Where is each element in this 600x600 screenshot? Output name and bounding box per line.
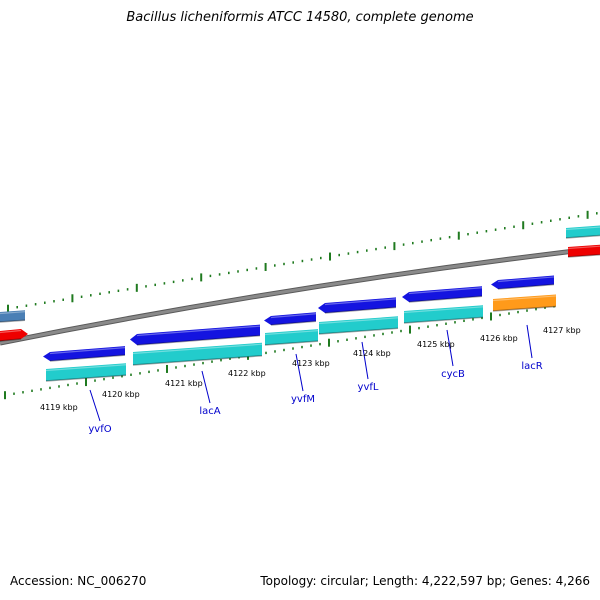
- gene-arrow-cycb-fwd-edge: [408, 295, 483, 303]
- gene-arrow-right-red: [567, 244, 600, 258]
- gene-arrow-left-red: [0, 328, 28, 342]
- gene-arrow-yvfm-fwd-edge: [270, 320, 317, 326]
- gene-arrow-yvfm-rev: [264, 329, 319, 346]
- gene-arrow-yvfl-rev: [318, 316, 399, 335]
- gene-arrow-right-red-body: [568, 244, 600, 257]
- gene-arrow-right-cyan: [565, 225, 600, 239]
- gene-arrow-yvfo-rev-highlight: [45, 364, 127, 372]
- gene-arrow-lacr-orange: [492, 294, 557, 312]
- scale-labels: 4119 kbp 4120 kbp 4121 kbp 4122 kbp 4123 kbp…: [40, 326, 581, 412]
- gene-arrow-cycb-rev-highlight: [403, 306, 484, 314]
- gene-leader-line-0: [89, 389, 101, 422]
- gene-arrow-laca-fwd-highlight: [136, 325, 261, 337]
- scale-label-2: 4121 kbp: [165, 379, 203, 388]
- gene-arrow-yvfm-rev-body: [265, 329, 318, 345]
- gene-arrow-laca-fwd-body: [130, 324, 260, 345]
- gene-arrow-yvfl-fwd-body: [318, 297, 396, 313]
- gene-arrow-left-steel-edge: [0, 319, 26, 323]
- gene-arrow-left-steel-highlight: [0, 311, 26, 315]
- gene-arrow-yvfl-fwd: [318, 297, 397, 314]
- scale-label-8: 4127 kbp: [543, 326, 581, 335]
- gene-arrow-yvfo-rev: [45, 363, 127, 382]
- genome-stats-text: Topology: circular; Length: 4,222,597 bp…: [260, 574, 590, 588]
- gene-arrow-yvfm-fwd: [264, 312, 317, 326]
- gene-arrow-cycb-rev-edge: [403, 316, 484, 324]
- gene-arrow-cycb-rev: [403, 305, 484, 324]
- gene-label-1: lacA: [199, 406, 220, 417]
- gene-labels: yvfO lacA yvfM yvfL cycB lacR: [88, 324, 543, 435]
- gene-arrow-yvfm-rev-highlight: [264, 330, 319, 336]
- gene-label-3: yvfL: [358, 382, 379, 393]
- gene-arrow-right-cyan-edge: [565, 234, 600, 239]
- gene-arrow-left-red-body: [0, 328, 28, 341]
- map-title: Bacillus licheniformis ATCC 14580, compl…: [126, 10, 474, 25]
- scale-label-4: 4123 kbp: [292, 359, 330, 368]
- gene-leader-line-3: [361, 341, 369, 380]
- gene-arrow-yvfo-rev-edge: [45, 374, 127, 382]
- gene-arrow-lacr-orange-body: [493, 294, 556, 311]
- gene-label-2: yvfM: [291, 394, 315, 405]
- gene-arrow-yvfo-fwd-body: [43, 346, 125, 361]
- gene-arrow-cycb-fwd-body: [402, 286, 482, 302]
- gene-leader-line-5: [526, 324, 533, 359]
- gene-arrow-left-steel: [0, 310, 26, 323]
- gene-arrow-left-red-edge: [0, 338, 22, 342]
- accession-text: Accession: NC_006270: [10, 574, 147, 588]
- gene-arrow-lacr-fwd-edge: [497, 283, 555, 290]
- gene-arrow-yvfo-rev-body: [46, 363, 126, 381]
- gene-arrow-left-steel-body: [0, 310, 25, 322]
- gene-arrow-yvfo-fwd-highlight: [49, 346, 126, 355]
- genome-backbone: [0, 245, 600, 346]
- gene-arrow-right-red-highlight: [567, 245, 600, 250]
- gene-arrow-right-cyan-body: [566, 225, 600, 238]
- gene-arrow-laca-rev-edge: [132, 354, 263, 366]
- gene-arrow-cycb-fwd: [402, 286, 483, 303]
- gene-arrow-yvfl-rev-body: [319, 316, 398, 334]
- gene-arrow-laca-fwd: [130, 324, 261, 346]
- gene-arrow-yvfl-rev-highlight: [318, 317, 399, 325]
- gene-arrow-yvfl-fwd-edge: [324, 306, 397, 314]
- backbone-line: [0, 246, 600, 345]
- gene-arrow-yvfm-fwd-highlight: [270, 313, 317, 319]
- gene-arrow-laca-rev-body: [133, 342, 262, 365]
- scale-label-6: 4125 kbp: [417, 340, 455, 349]
- gene-leader-line-2: [295, 353, 304, 392]
- gene-label-5: lacR: [521, 361, 542, 372]
- gene-arrow-yvfo-fwd: [43, 346, 126, 362]
- gene-arrow-yvfm-fwd-body: [264, 312, 316, 325]
- scale-label-1: 4120 kbp: [102, 390, 140, 399]
- gene-arrow-yvfo-fwd-edge: [49, 354, 126, 362]
- gene-arrow-cycb-rev-body: [404, 305, 483, 323]
- gene-label-0: yvfO: [88, 424, 111, 435]
- gene-arrow-yvfl-rev-edge: [318, 327, 399, 335]
- gene-arrow-lacr-fwd: [491, 275, 555, 290]
- gene-arrow-cycb-fwd-highlight: [408, 287, 483, 295]
- gene-arrow-lacr-orange-edge: [492, 305, 557, 312]
- outer-tick-track: [7, 210, 598, 313]
- scale-label-0: 4119 kbp: [40, 403, 78, 412]
- gene-arrow-right-cyan-highlight: [565, 226, 600, 231]
- gene-arrow-right-red-edge: [567, 253, 600, 258]
- gene-arrow-yvfl-fwd-highlight: [324, 298, 397, 306]
- gene-arrow-yvfm-rev-edge: [264, 340, 319, 346]
- gene-arrow-lacr-fwd-body: [491, 275, 554, 289]
- gene-label-4: cycB: [441, 369, 465, 380]
- scale-label-7: 4126 kbp: [480, 334, 518, 343]
- scale-label-3: 4122 kbp: [228, 369, 266, 378]
- gene-arrow-left-red-highlight: [0, 329, 22, 334]
- gene-arrow-lacr-fwd-highlight: [497, 276, 555, 283]
- gene-track: [0, 225, 600, 382]
- gene-leader-line-1: [201, 370, 211, 404]
- gene-arrow-laca-rev: [132, 342, 263, 366]
- gene-arrow-laca-rev-highlight: [132, 343, 263, 355]
- scale-label-5: 4124 kbp: [353, 349, 391, 358]
- gene-arrow-lacr-orange-highlight: [492, 295, 557, 302]
- gene-arrow-laca-fwd-edge: [136, 334, 261, 346]
- gene-leader-line-4: [446, 329, 454, 367]
